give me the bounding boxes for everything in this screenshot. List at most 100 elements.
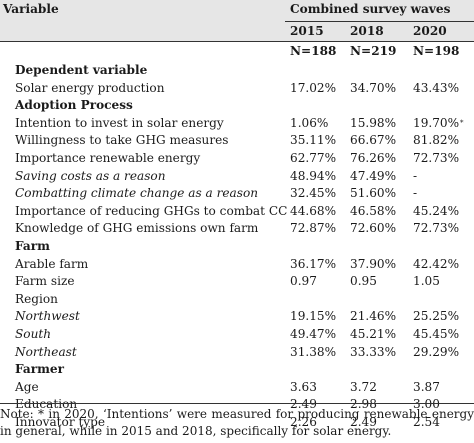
table-row: Age 3.63 3.72 3.87 [0, 379, 474, 397]
row-value: 72.87% [290, 221, 337, 236]
row-value: 62.77% [290, 150, 337, 165]
row-label: Farm size [15, 274, 75, 289]
footnote-marker: * [460, 118, 464, 127]
table-row: Farmer [0, 361, 474, 379]
row-value: 15.98% [350, 115, 397, 130]
row-value: 72.73% [413, 150, 460, 165]
table-row: Knowledge of GHG emissions own farm 72.87… [0, 220, 474, 238]
row-value: 17.02% [290, 80, 337, 95]
combined-survey-waves-header: Combined survey waves [290, 2, 451, 16]
row-value: 34.70% [350, 80, 397, 95]
table-row: Arable farm 36.17% 37.90% 42.42% [0, 256, 474, 274]
count-2015: N=188 [290, 44, 337, 58]
row-value: 2.54 [413, 414, 440, 429]
table-row: Importance of reducing GHGs to combat CC… [0, 203, 474, 221]
table-row: Farm size 0.97 0.95 1.05 [0, 273, 474, 291]
table-row: Education 2.49 2.98 3.00 [0, 396, 474, 414]
count-2020: N=198 [413, 44, 460, 58]
table-row: Farm [0, 238, 474, 256]
row-label: Dependent variable [15, 63, 148, 77]
row-label: Combatting climate change as a reason [15, 186, 259, 201]
divider-under-group [285, 21, 474, 22]
table-row: Dependent variable [0, 62, 474, 80]
row-value: 42.42% [413, 256, 460, 271]
row-value: 19.15% [290, 309, 337, 324]
row-value: 44.68% [290, 203, 337, 218]
row-value: 46.58% [350, 203, 397, 218]
row-label: Importance renewable energy [15, 150, 201, 165]
row-value: 45.45% [413, 326, 460, 341]
header-row-top: Variable Combined survey waves [0, 0, 474, 21]
row-value: 36.17% [290, 256, 337, 271]
row-label: Education [15, 397, 78, 412]
row-value: - [413, 168, 418, 183]
count-row: N=188 N=219 N=198 [0, 41, 474, 62]
row-value: 3.00 [413, 397, 440, 412]
row-label: Intention to invest in solar energy [15, 115, 224, 130]
table-row: Solar energy production 17.02% 34.70% 43.43… [0, 80, 474, 98]
variable-column-header: Variable [3, 2, 59, 16]
row-label: Farm [15, 238, 50, 253]
row-value: 45.21% [350, 326, 397, 341]
row-value: 45.24% [413, 203, 460, 218]
header-row-years: 2015 2018 2020 [0, 21, 474, 41]
row-label: Age [15, 379, 39, 394]
table-header: Variable Combined survey waves 2015 2018… [0, 0, 474, 41]
row-label: Saving costs as a reason [15, 168, 166, 183]
table-body: Dependent variable Solar energy productio… [0, 62, 474, 431]
row-value: 43.43% [413, 80, 460, 95]
row-value: 3.87 [413, 379, 440, 394]
table-row: Willingness to take GHG measures 35.11% 66… [0, 132, 474, 150]
row-value: 32.45% [290, 186, 337, 201]
row-value: 47.49% [350, 168, 397, 183]
row-label: Solar energy production [15, 80, 165, 95]
row-value: 19.70% [413, 115, 460, 130]
table-row: Importance renewable energy 62.77% 76.26% 7… [0, 150, 474, 168]
row-value: 35.11% [290, 133, 337, 148]
table-row: Northwest 19.15% 21.46% 25.25% [0, 308, 474, 326]
row-value: 1.05 [413, 274, 440, 289]
row-value: 3.72 [350, 379, 377, 394]
row-value: 72.73% [413, 221, 460, 236]
table-row: Intention to invest in solar energy 1.06%… [0, 115, 474, 133]
table-bottom-rule [0, 403, 474, 404]
row-label: Knowledge of GHG emissions own farm [15, 221, 259, 236]
table-row: Combatting climate change as a reason 32.… [0, 185, 474, 203]
row-label: Northeast [15, 344, 77, 359]
count-2018: N=219 [350, 44, 397, 58]
row-value: 21.46% [350, 309, 397, 324]
table-row: Innovator type 2.26 2.49 2.54 [0, 414, 474, 432]
row-value: 2.49 [290, 397, 317, 412]
row-value: 3.63 [290, 379, 317, 394]
row-value: 48.94% [290, 168, 337, 183]
row-label: Importance of reducing GHGs to combat CC [15, 203, 288, 218]
year-2020-header: 2020 [413, 24, 447, 38]
table-row: Adoption Process [0, 97, 474, 115]
row-value: - [413, 186, 418, 201]
survey-table: Variable Combined survey waves 2015 2018… [0, 0, 474, 431]
row-label: Willingness to take GHG measures [15, 133, 229, 148]
year-2015-header: 2015 [290, 24, 324, 38]
row-value: 25.25% [413, 309, 460, 324]
row-label: Farmer [15, 362, 64, 377]
row-value: 72.60% [350, 221, 397, 236]
row-value: 31.38% [290, 344, 337, 359]
year-2018-header: 2018 [350, 24, 384, 38]
row-label: South [15, 326, 52, 341]
row-label: Region [15, 291, 58, 306]
row-value: 2.26 [290, 414, 317, 429]
row-value: 49.47% [290, 326, 337, 341]
row-label: Northwest [15, 309, 80, 324]
row-value: 2.49 [350, 414, 377, 429]
row-value: 0.95 [350, 274, 377, 289]
row-value: 76.26% [350, 150, 397, 165]
table-row: South 49.47% 45.21% 45.45% [0, 326, 474, 344]
row-label: Arable farm [15, 256, 89, 271]
row-label: Adoption Process [15, 98, 133, 113]
row-value: 2.98 [350, 397, 377, 412]
divider-under-years [0, 41, 474, 42]
row-value: 29.29% [413, 344, 460, 359]
row-value: 66.67% [350, 133, 397, 148]
row-value: 1.06% [290, 115, 329, 130]
table-row: Northeast 31.38% 33.33% 29.29% [0, 344, 474, 362]
